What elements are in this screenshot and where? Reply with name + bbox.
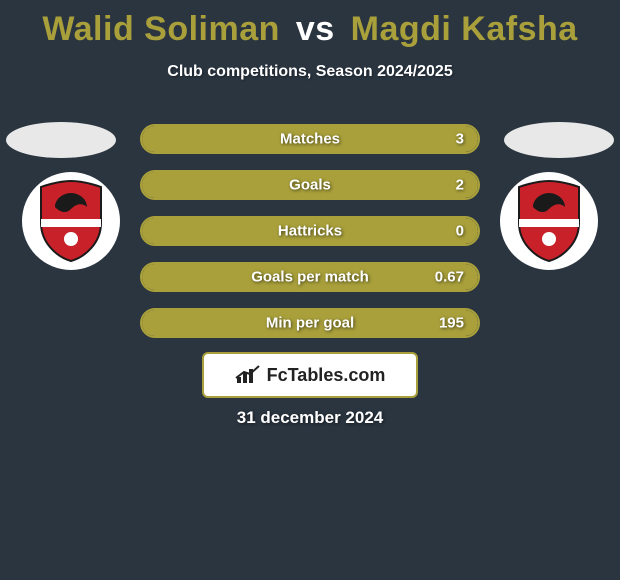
stat-label: Goals: [289, 177, 331, 194]
stat-row: Goals 2: [140, 170, 480, 200]
stat-value-right: 3: [456, 131, 464, 148]
stat-row: Matches 3: [140, 124, 480, 154]
stat-value-right: 0.67: [435, 269, 464, 286]
club-badge-icon: [513, 179, 585, 263]
stat-value-right: 2: [456, 177, 464, 194]
player1-oval: [6, 122, 116, 158]
club-badge-icon: [35, 179, 107, 263]
bar-chart-icon: [235, 365, 261, 385]
stat-label: Goals per match: [251, 269, 369, 286]
subtitle: Club competitions, Season 2024/2025: [0, 63, 620, 81]
player2-name: Magdi Kafsha: [351, 10, 578, 48]
stat-label: Min per goal: [266, 315, 354, 332]
stats-container: Matches 3 Goals 2 Hattricks 0 Goals per match 0…: [140, 124, 480, 354]
stat-value-right: 0: [456, 223, 464, 240]
stat-row: Hattricks 0: [140, 216, 480, 246]
stat-label: Matches: [280, 131, 340, 148]
stat-value-right: 195: [439, 315, 464, 332]
player1-club-badge: [22, 172, 120, 270]
stat-row: Min per goal 195: [140, 308, 480, 338]
player2-oval: [504, 122, 614, 158]
player1-name: Walid Soliman: [42, 10, 280, 48]
vs-text: vs: [296, 10, 335, 48]
brand-text: FcTables.com: [267, 365, 386, 386]
stat-label: Hattricks: [278, 223, 342, 240]
brand-box[interactable]: FcTables.com: [202, 352, 418, 398]
stat-row: Goals per match 0.67: [140, 262, 480, 292]
date-text: 31 december 2024: [0, 408, 620, 428]
comparison-title: Walid Soliman vs Magdi Kafsha: [0, 0, 620, 49]
player2-club-badge: [500, 172, 598, 270]
